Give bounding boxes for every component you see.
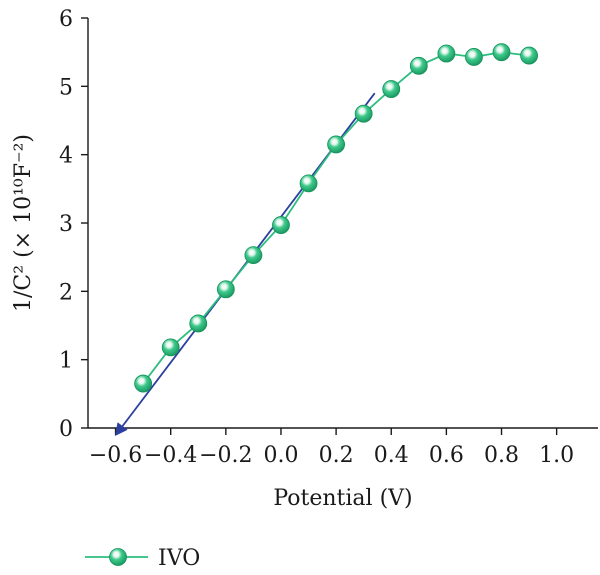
data-point bbox=[327, 135, 346, 154]
y-tick-label: 6 bbox=[59, 7, 73, 32]
axes bbox=[87, 18, 598, 429]
x-tick-label: 0.2 bbox=[319, 443, 354, 468]
x-axis-title: Potential (V) bbox=[273, 486, 412, 511]
data-point bbox=[520, 46, 538, 65]
y-axis-title: 1/C² (× 10¹⁰F⁻²) bbox=[11, 134, 36, 312]
data-point bbox=[272, 216, 290, 234]
y-tick-label: 2 bbox=[59, 280, 73, 305]
data-point bbox=[161, 338, 180, 357]
data-point bbox=[465, 48, 483, 66]
data-point bbox=[299, 174, 318, 193]
legend-label: IVO bbox=[158, 546, 200, 571]
data-point bbox=[244, 246, 263, 265]
x-tick-label: 0.0 bbox=[263, 443, 298, 468]
y-tick-label: 3 bbox=[59, 212, 73, 237]
x-tick-label: 0.4 bbox=[374, 443, 409, 468]
data-point bbox=[382, 80, 401, 98]
data-point bbox=[354, 104, 373, 123]
legend: IVO bbox=[85, 546, 200, 571]
data-point bbox=[216, 280, 235, 299]
x-tick-label: 1.0 bbox=[539, 443, 574, 468]
series-ivo bbox=[134, 43, 538, 393]
y-tick-label: 4 bbox=[59, 144, 73, 169]
y-ticks: 0 1 2 3 4 5 6 bbox=[59, 7, 88, 442]
data-point bbox=[437, 44, 456, 63]
series-line bbox=[142, 51, 530, 385]
x-tick-label: −0.2 bbox=[199, 443, 252, 468]
data-point bbox=[409, 56, 428, 75]
x-tick-label: 0.6 bbox=[429, 443, 464, 468]
x-tick-label: −0.6 bbox=[89, 443, 142, 468]
data-point bbox=[189, 314, 208, 333]
x-tick-label: 0.8 bbox=[484, 443, 519, 468]
data-point bbox=[134, 374, 153, 393]
legend-marker bbox=[109, 548, 127, 566]
x-tick-label: −0.4 bbox=[144, 443, 197, 468]
y-tick-label: 0 bbox=[59, 417, 73, 442]
y-tick-label: 5 bbox=[59, 75, 73, 100]
y-tick-label: 1 bbox=[59, 349, 73, 374]
data-point bbox=[492, 43, 511, 62]
x-ticks: −0.6 −0.4 −0.2 0.0 0.2 0.4 0.6 0.8 1.0 bbox=[89, 428, 574, 468]
